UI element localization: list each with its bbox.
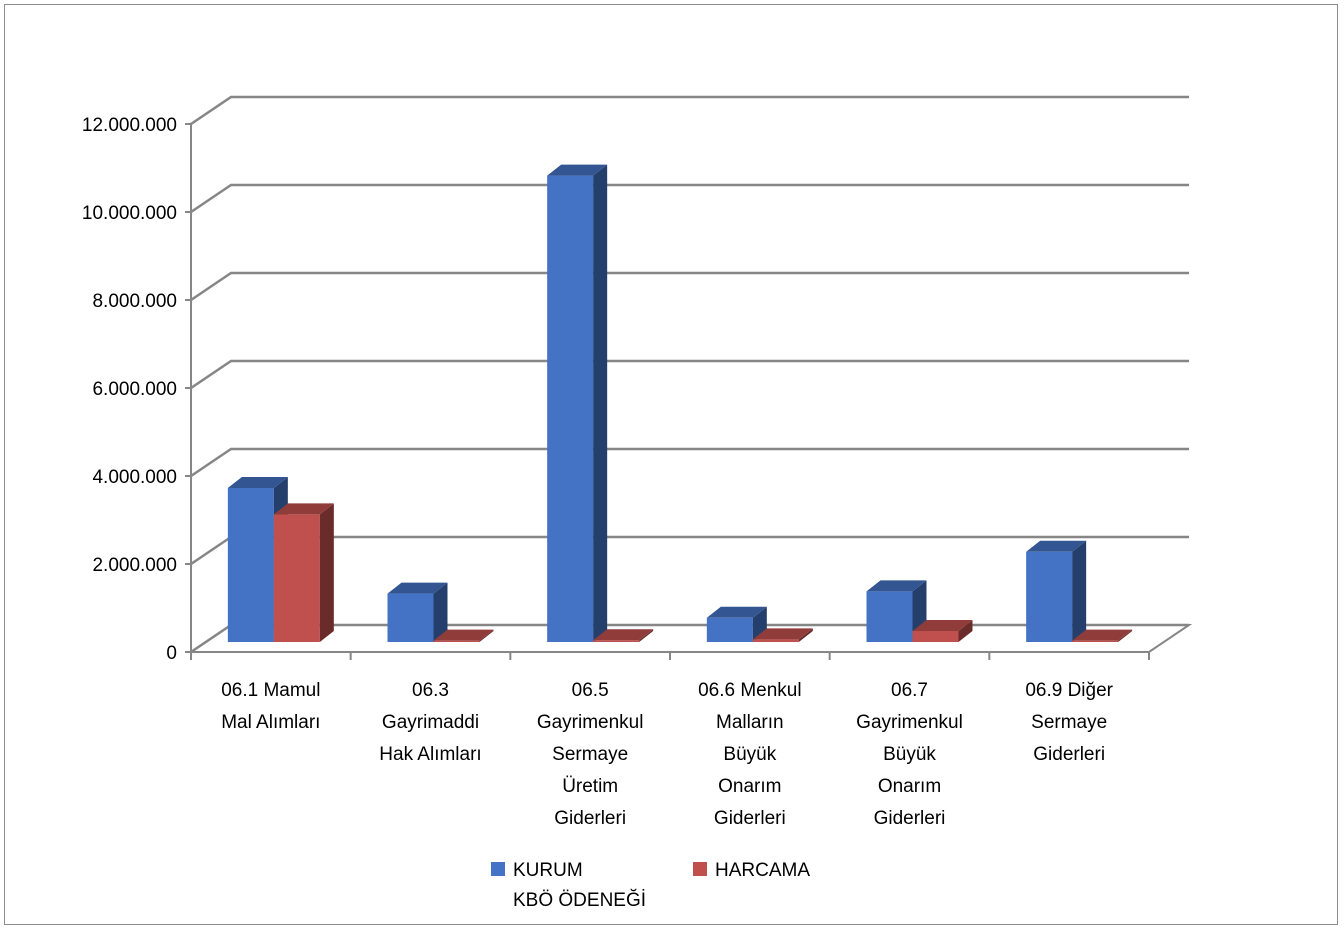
y-tick-label: 0	[166, 643, 177, 664]
x-tick-label-line: 06.9 Diğer	[1025, 680, 1113, 701]
bar	[912, 620, 973, 642]
bar-front	[706, 617, 753, 642]
bar-front	[1026, 551, 1073, 642]
y-tick-label: 8.000.000	[92, 291, 177, 312]
x-tick-label: 06.9 Diğer Sermaye Giderleri	[1025, 680, 1113, 765]
bar-front	[547, 175, 594, 642]
x-tick-label: 06.3 Gayrimaddi Hak Alımları	[379, 680, 481, 765]
x-tick-label-line: Onarım	[878, 776, 941, 797]
bar	[273, 503, 334, 642]
y-tick-label: 4.000.000	[92, 467, 177, 488]
chart-frame: 0 2.000.000 4.000.000 6.000.000 8.000.000 10.…	[4, 4, 1338, 925]
legend-label-line: HARCAMA	[715, 860, 810, 881]
y-axis: 0 2.000.000 4.000.000 6.000.000 8.000.000 10.…	[82, 115, 191, 664]
gridline	[190, 359, 1189, 390]
x-tick-label-line: 06.7	[891, 680, 928, 701]
bar-top	[752, 628, 813, 640]
bar	[1026, 540, 1087, 642]
legend-swatch	[693, 862, 707, 876]
x-tick-label-line: Onarım	[718, 776, 781, 797]
x-axis-labels: 06.1 Mamul Mal Alımları 06.3 Gayrimaddi Hak …	[190, 652, 1150, 829]
bar-side	[798, 628, 813, 642]
bar-side	[593, 164, 608, 642]
y-tick-label: 10.000.000	[82, 203, 177, 224]
legend-label-line: KURUM	[513, 860, 583, 881]
bar-top	[706, 606, 767, 618]
bar-top	[273, 503, 334, 515]
bar-top	[227, 477, 288, 488]
bar	[387, 582, 448, 642]
bar-front	[387, 593, 434, 642]
gridline	[190, 183, 1189, 214]
y-tick-label: 6.000.000	[92, 379, 177, 400]
bar-front	[433, 640, 480, 642]
gridline	[190, 447, 1189, 478]
bar-front	[227, 488, 274, 642]
x-tick-label: 06.7 Gayrimenkul Büyük Onarım Giderleri	[856, 680, 963, 829]
y-tick-label: 2.000.000	[92, 555, 177, 576]
bar-side	[319, 503, 334, 642]
bar	[706, 606, 767, 642]
bar-top	[387, 582, 448, 594]
x-tick-label-line: 06.6 Menkul	[698, 680, 802, 701]
bar-front	[593, 640, 640, 642]
bar-side	[958, 620, 973, 642]
x-tick-label: 06.1 Mamul Mal Alımları	[221, 680, 320, 733]
x-tick-label-line: Gayrimenkul	[537, 712, 644, 733]
bar	[433, 629, 494, 642]
x-tick-label-line: Büyük	[723, 744, 776, 765]
bar	[1072, 629, 1133, 642]
bar-top	[547, 164, 608, 176]
gridline	[190, 271, 1189, 302]
x-tick-label-line: Hak Alımları	[379, 744, 481, 765]
bar-front	[912, 631, 959, 642]
bar-top	[912, 620, 973, 631]
bars	[227, 164, 1133, 642]
bar-top	[1072, 629, 1133, 641]
x-tick-label-line: Sermaye	[552, 744, 628, 765]
bar-top	[866, 580, 927, 592]
bar-side	[1118, 629, 1133, 642]
x-tick-label-line: Mal Alımları	[221, 712, 320, 733]
legend-label-line: KBÖ ÖDENEĞİ	[513, 889, 646, 911]
x-tick-label: 06.6 Menkul Malların Büyük Onarım Giderleri	[698, 680, 802, 829]
x-tick-label-line: Giderleri	[714, 808, 786, 829]
bar-side	[1072, 540, 1087, 642]
legend-label: KURUM KBÖ ÖDENEĞİ	[513, 860, 646, 911]
legend: KURUM KBÖ ÖDENEĞİ HARCAMA	[491, 860, 810, 911]
gridlines	[190, 95, 1189, 654]
x-tick-label-line: Üretim	[562, 776, 618, 797]
x-tick-label-line: Gayrimenkul	[856, 712, 963, 733]
bar-front	[1072, 640, 1119, 642]
x-tick-label-line: Giderleri	[874, 808, 946, 829]
x-tick-label-line: 06.3	[412, 680, 449, 701]
bar-front	[866, 591, 913, 642]
x-tick-label: 06.5 Gayrimenkul Sermaye Üretim Giderleri	[537, 680, 644, 829]
gridline	[190, 95, 1189, 126]
x-tick-label-line: Giderleri	[554, 808, 626, 829]
bar	[866, 580, 927, 642]
x-tick-label-line: 06.5	[572, 680, 609, 701]
legend-swatch	[491, 862, 505, 876]
x-tick-label-line: Gayrimaddi	[382, 712, 479, 733]
bar-top	[433, 629, 494, 641]
y-tick-label: 12.000.000	[82, 115, 177, 136]
x-tick-label-line: Giderleri	[1033, 744, 1105, 765]
bar-front	[273, 514, 320, 642]
bar-front	[752, 639, 799, 642]
bar-side	[479, 629, 494, 642]
bar-chart: 0 2.000.000 4.000.000 6.000.000 8.000.000 10.…	[82, 95, 1193, 911]
x-tick-label-line: Malların	[716, 712, 784, 733]
bar	[593, 629, 654, 642]
legend-label: HARCAMA	[715, 860, 810, 881]
x-tick-label-line: 06.1 Mamul	[221, 680, 320, 701]
bar	[547, 164, 608, 642]
x-tick-label-line: Sermaye	[1031, 712, 1107, 733]
bar-side	[433, 582, 448, 642]
bar-top	[593, 629, 654, 641]
bar-side	[639, 629, 654, 642]
x-tick-label-line: Büyük	[883, 744, 936, 765]
bar	[752, 628, 813, 642]
bar-top	[1026, 540, 1087, 552]
